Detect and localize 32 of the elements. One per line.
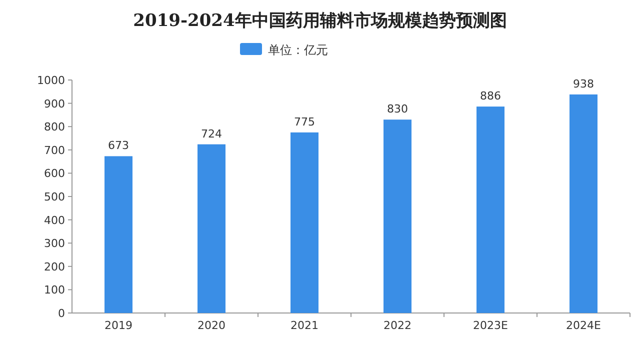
y-tick-label: 600 [44,167,65,180]
x-tick-label: 2023E [473,319,508,332]
y-tick-label: 700 [44,144,65,157]
bar [384,120,412,313]
bar [570,94,598,313]
y-tick-label: 200 [44,260,65,274]
data-label: 938 [573,77,594,90]
x-tick-label: 2024E [566,319,602,332]
x-tick-label: 2019 [104,319,132,332]
chart-title: 2019-2024年中国药用辅料市场规模趋势预测图 [133,11,507,31]
data-label: 724 [201,127,222,140]
y-tick-label: 800 [44,120,65,134]
x-tick-label: 2021 [290,319,318,332]
data-label: 673 [108,139,129,152]
y-tick-label: 1000 [37,74,65,87]
y-tick-label: 300 [44,237,65,250]
y-tick-label: 500 [44,190,65,204]
bar [198,144,226,313]
legend: 单位：亿元 [240,43,328,57]
bar [104,156,132,313]
y-tick-label: 0 [58,307,65,320]
bar [476,106,504,313]
y-tick-label: 400 [44,214,65,227]
x-tick-label: 2020 [198,319,226,332]
data-label: 775 [294,115,315,128]
x-tick-label: 2022 [384,319,412,332]
legend-label: 单位：亿元 [268,43,328,57]
y-tick-label: 900 [44,97,65,110]
bar [290,132,318,313]
data-label: 830 [387,102,408,116]
y-tick-label: 100 [44,284,65,297]
data-label: 886 [480,90,501,103]
